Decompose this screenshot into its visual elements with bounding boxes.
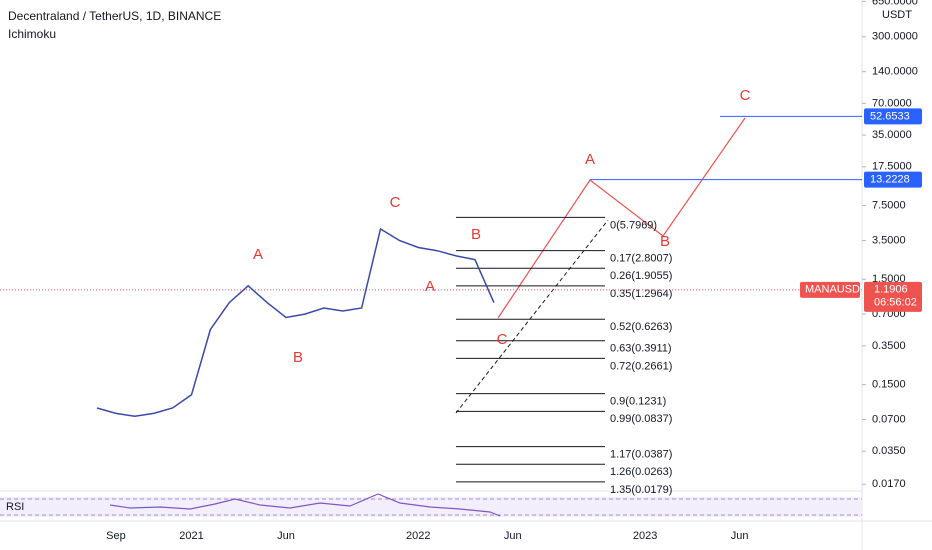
fib-label: 0.52(0.6263) bbox=[610, 321, 672, 333]
y-tick-label: 300.0000 bbox=[872, 31, 918, 43]
y-tick-label: 3.5000 bbox=[872, 234, 906, 246]
price-tag-text: 1.1906 bbox=[874, 284, 908, 296]
symbol-tag bbox=[800, 281, 860, 298]
fib-label: 0.72(0.2661) bbox=[610, 360, 672, 372]
wave-label: C bbox=[390, 194, 401, 211]
level-tag bbox=[864, 171, 922, 188]
fib-label: 0.35(1.2964) bbox=[610, 288, 672, 300]
fib-label: 0.99(0.0837) bbox=[610, 413, 672, 425]
level-tag-text: 13.2228 bbox=[870, 174, 910, 186]
wave-label: B bbox=[293, 349, 303, 366]
price-tag bbox=[864, 281, 922, 312]
x-tick-label: 2023 bbox=[633, 530, 657, 542]
y-tick-label: 17.5000 bbox=[872, 161, 912, 173]
rsi-label: RSI bbox=[6, 501, 24, 513]
y-tick-label: 0.0170 bbox=[872, 478, 906, 490]
projection-path bbox=[497, 117, 746, 319]
wave-label: C bbox=[740, 87, 751, 104]
x-tick-label: 2022 bbox=[406, 530, 430, 542]
unit-label: USDT bbox=[882, 9, 912, 21]
fib-label: 0(5.7969) bbox=[610, 219, 657, 231]
level-tag bbox=[864, 108, 922, 125]
symbol-title: Decentraland / TetherUS, 1D, BINANCE bbox=[8, 9, 221, 23]
wave-label: B bbox=[471, 226, 481, 243]
y-tick-label: 0.0700 bbox=[872, 413, 906, 425]
wave-label: C bbox=[497, 331, 508, 348]
y-tick-label: 650.0000 bbox=[872, 0, 918, 7]
rsi-line bbox=[109, 493, 501, 517]
x-tick-label: Jun bbox=[731, 530, 749, 542]
y-tick-label: 140.0000 bbox=[872, 66, 918, 78]
countdown-text: 06:56:02 bbox=[874, 297, 917, 309]
y-tick-label: 70.0000 bbox=[872, 97, 912, 109]
level-tag-text: 52.6533 bbox=[870, 110, 910, 122]
trend-line bbox=[455, 219, 609, 414]
fib-label: 0.26(1.9055) bbox=[610, 270, 672, 282]
x-tick-label: Jun bbox=[277, 530, 295, 542]
wave-label: B bbox=[660, 233, 670, 250]
wave-label: A bbox=[425, 278, 435, 295]
indicator-name: Ichimoku bbox=[8, 27, 56, 41]
x-tick-label: 2021 bbox=[179, 530, 203, 542]
price-line bbox=[96, 227, 495, 418]
x-tick-label: Sep bbox=[106, 530, 126, 542]
wave-label: A bbox=[585, 151, 595, 168]
x-tick-label: Jun bbox=[504, 530, 522, 542]
fib-label: 1.26(0.0263) bbox=[610, 466, 672, 478]
y-tick-label: 0.1500 bbox=[872, 379, 906, 391]
y-tick-label: 7.5000 bbox=[872, 199, 906, 211]
fib-label: 0.17(2.8007) bbox=[610, 253, 672, 265]
y-tick-label: 35.0000 bbox=[872, 129, 912, 141]
wave-label: A bbox=[253, 246, 263, 263]
y-tick-label: 0.3500 bbox=[872, 340, 906, 352]
symbol-tag-text: MANAUSDT bbox=[805, 284, 867, 296]
fib-label: 1.35(0.0179) bbox=[610, 484, 672, 496]
fib-label: 0.9(0.1231) bbox=[610, 396, 666, 408]
fib-label: 0.63(0.3911) bbox=[610, 343, 672, 355]
fib-label: 1.17(0.0387) bbox=[610, 449, 672, 461]
y-tick-label: 0.0350 bbox=[872, 445, 906, 457]
